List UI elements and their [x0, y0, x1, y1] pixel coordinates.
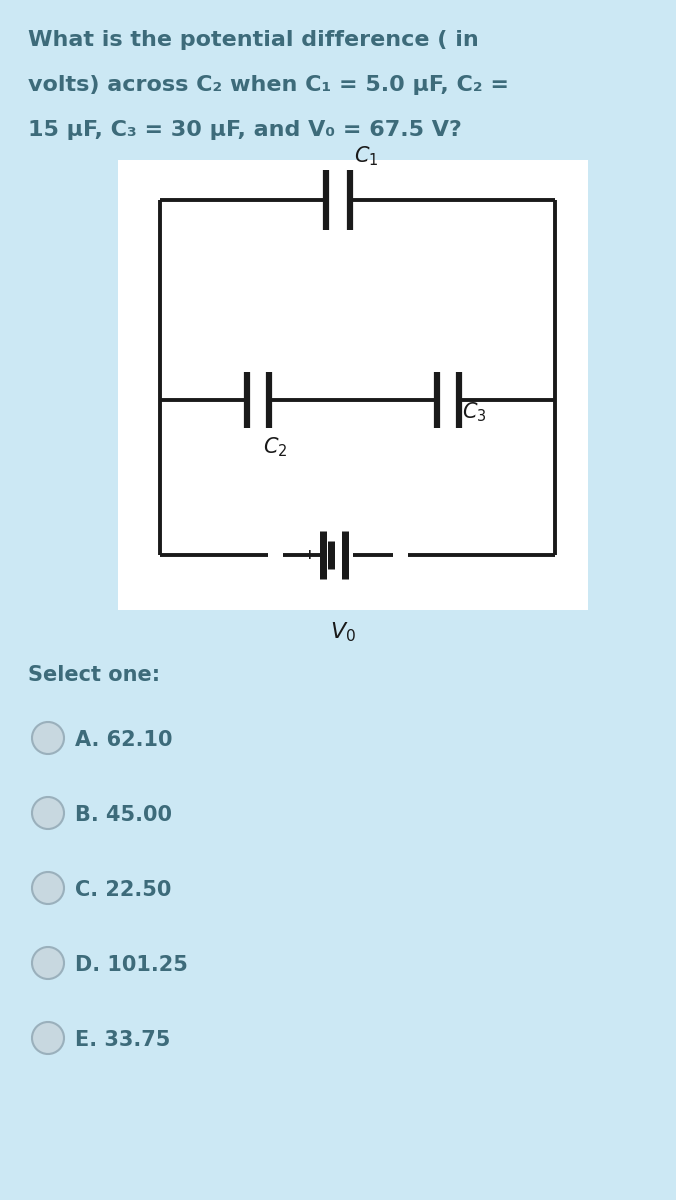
- Text: C. 22.50: C. 22.50: [75, 880, 172, 900]
- Text: $C_3$: $C_3$: [462, 401, 487, 424]
- Text: What is the potential difference ( in: What is the potential difference ( in: [28, 30, 479, 50]
- Text: D. 101.25: D. 101.25: [75, 955, 188, 974]
- Circle shape: [32, 872, 64, 904]
- Circle shape: [32, 947, 64, 979]
- Circle shape: [32, 797, 64, 829]
- Text: E. 33.75: E. 33.75: [75, 1030, 170, 1050]
- Text: A. 62.10: A. 62.10: [75, 730, 172, 750]
- Circle shape: [32, 722, 64, 754]
- Text: Select one:: Select one:: [28, 665, 160, 685]
- Text: $V_0$: $V_0$: [330, 620, 356, 643]
- Bar: [118, 160, 588, 610]
- Text: 15 µF, C₃ = 30 µF, and V₀ = 67.5 V?: 15 µF, C₃ = 30 µF, and V₀ = 67.5 V?: [28, 120, 462, 140]
- Circle shape: [32, 1022, 64, 1054]
- Text: +: +: [304, 548, 315, 562]
- Text: volts) across C₂ when C₁ = 5.0 µF, C₂ =: volts) across C₂ when C₁ = 5.0 µF, C₂ =: [28, 74, 509, 95]
- Text: −: −: [361, 548, 372, 562]
- Text: $C_2$: $C_2$: [263, 434, 287, 458]
- Text: $C_1$: $C_1$: [354, 144, 379, 168]
- Text: B. 45.00: B. 45.00: [75, 805, 172, 826]
